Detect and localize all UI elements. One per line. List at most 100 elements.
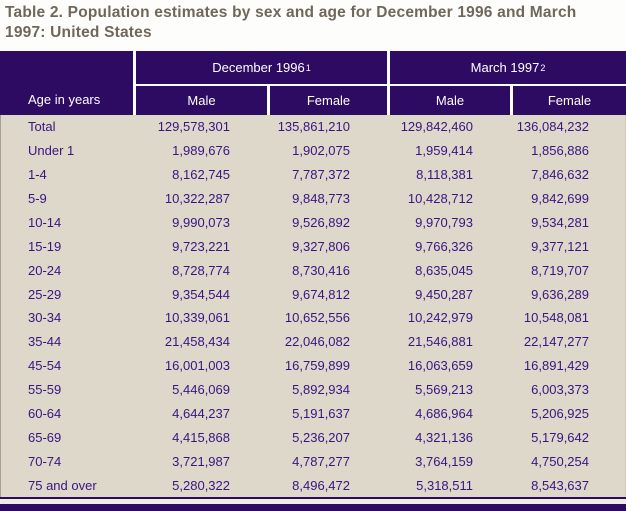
table-row: 70-74 3,721,987 4,787,277 3,764,159 4,750,25… bbox=[1, 449, 625, 473]
cell-value: 22,046,082 bbox=[284, 334, 350, 350]
row-label: 35-44 bbox=[28, 334, 62, 350]
cell-value: 1,856,886 bbox=[531, 143, 589, 159]
cell-value: 3,721,987 bbox=[172, 453, 230, 469]
cell-value: 9,354,544 bbox=[172, 286, 230, 302]
column-header-dec-male: Male bbox=[133, 84, 267, 115]
table-header: Age in years December 1996 1 March 1997 2 … bbox=[0, 51, 626, 115]
row-label: 25-29 bbox=[28, 286, 62, 302]
cell-value: 8,543,637 bbox=[531, 477, 589, 493]
column-header-dec-female: Female bbox=[267, 84, 387, 115]
row-label: Total bbox=[28, 119, 56, 135]
cell-value: 10,652,556 bbox=[284, 310, 350, 326]
table-row: 30-34 10,339,061 10,652,556 10,242,979 10,54… bbox=[1, 306, 625, 330]
cell-value: 7,846,632 bbox=[531, 167, 589, 183]
table-bottom-gap bbox=[0, 499, 626, 504]
table-row: 25-29 9,354,544 9,674,812 9,450,287 9,636,28… bbox=[1, 282, 625, 306]
cell-value: 16,001,003 bbox=[164, 358, 230, 374]
row-label: 45-54 bbox=[28, 358, 62, 374]
cell-value: 9,848,773 bbox=[292, 191, 350, 207]
column-group-march-1997: March 1997 2 bbox=[387, 51, 626, 84]
cell-value: 9,674,812 bbox=[292, 286, 350, 302]
cell-value: 8,728,774 bbox=[172, 262, 230, 278]
table-row: 15-19 9,723,221 9,327,806 9,766,326 9,377,12… bbox=[1, 234, 625, 258]
column-header-mar-male: Male bbox=[387, 84, 510, 115]
table-row: 1-4 8,162,745 7,787,372 8,118,381 7,846,632 bbox=[1, 163, 625, 187]
cell-value: 21,546,881 bbox=[407, 334, 473, 350]
cell-value: 4,415,868 bbox=[172, 429, 230, 445]
cell-value: 5,206,925 bbox=[531, 405, 589, 421]
row-label: 5-9 bbox=[28, 191, 47, 207]
cell-value: 9,450,287 bbox=[415, 286, 473, 302]
cell-value: 5,191,637 bbox=[292, 405, 350, 421]
cell-value: 10,339,061 bbox=[164, 310, 230, 326]
cell-value: 4,321,136 bbox=[415, 429, 473, 445]
row-label: 75 and over bbox=[28, 477, 97, 493]
table-row: Under 1 1,989,676 1,902,075 1,959,414 1,856,… bbox=[1, 139, 625, 163]
cell-value: 1,989,676 bbox=[172, 143, 230, 159]
row-label: Under 1 bbox=[28, 143, 75, 159]
row-label: 60-64 bbox=[28, 405, 62, 421]
cell-value: 22,147,277 bbox=[523, 334, 589, 350]
cell-value: 4,686,964 bbox=[415, 405, 473, 421]
cell-value: 9,377,121 bbox=[531, 238, 589, 254]
cell-value: 9,990,073 bbox=[172, 214, 230, 230]
table-row: 5-9 10,322,287 9,848,773 10,428,712 9,842,69… bbox=[1, 187, 625, 211]
cell-value: 6,003,373 bbox=[531, 382, 589, 398]
cell-value: 1,902,075 bbox=[292, 143, 350, 159]
table-row: 10-14 9,990,073 9,526,892 9,970,793 9,534,28… bbox=[1, 211, 625, 235]
cell-value: 9,723,221 bbox=[172, 238, 230, 254]
row-label: 30-34 bbox=[28, 310, 62, 326]
corner-header-label: Age in years bbox=[28, 92, 101, 107]
cell-value: 8,118,381 bbox=[416, 167, 473, 183]
cell-value: 4,644,237 bbox=[172, 405, 230, 421]
cell-value: 8,719,707 bbox=[531, 262, 589, 278]
cell-value: 9,534,281 bbox=[531, 214, 589, 230]
column-header-mar-female: Female bbox=[510, 84, 626, 115]
column-header-age-in-years: Age in years bbox=[0, 51, 133, 115]
table-bottom-bar bbox=[0, 504, 626, 511]
cell-value: 16,891,429 bbox=[523, 358, 589, 374]
cell-value: 16,063,659 bbox=[407, 358, 473, 374]
cell-value: 1,959,414 bbox=[415, 143, 473, 159]
population-table: Age in years December 1996 1 March 1997 2 … bbox=[0, 51, 626, 511]
row-label: 70-74 bbox=[28, 453, 62, 469]
cell-value: 9,636,289 bbox=[531, 286, 589, 302]
cell-value: 5,892,934 bbox=[292, 382, 350, 398]
cell-value: 21,458,434 bbox=[164, 334, 230, 350]
group-label: March 1997 bbox=[470, 60, 540, 75]
cell-value: 7,787,372 bbox=[292, 167, 350, 183]
cell-value: 5,446,069 bbox=[172, 382, 230, 398]
cell-value: 10,242,979 bbox=[407, 310, 473, 326]
table-row: 35-44 21,458,434 22,046,082 21,546,881 22,14… bbox=[1, 330, 625, 354]
row-label: 20-24 bbox=[28, 262, 62, 278]
cell-value: 5,236,207 bbox=[292, 429, 350, 445]
row-label: 55-59 bbox=[28, 382, 62, 398]
cell-value: 4,750,254 bbox=[531, 453, 589, 469]
table-row: 75 and over 5,280,322 8,496,472 5,318,511 8,… bbox=[1, 473, 625, 497]
table-body: Total 129,578,301 135,861,210 129,842,460 13… bbox=[0, 115, 626, 497]
cell-value: 9,970,793 bbox=[415, 214, 473, 230]
cell-value: 16,759,899 bbox=[284, 358, 350, 374]
group-label: December 1996 bbox=[212, 60, 305, 75]
table-bottom-rule bbox=[0, 497, 626, 499]
cell-value: 10,548,081 bbox=[523, 310, 589, 326]
row-label: 10-14 bbox=[28, 214, 62, 230]
table-row: 65-69 4,415,868 5,236,207 4,321,136 5,179,64… bbox=[1, 425, 625, 449]
cell-value: 9,766,326 bbox=[415, 238, 473, 254]
cell-value: 4,787,277 bbox=[292, 453, 350, 469]
cell-value: 8,635,045 bbox=[415, 262, 473, 278]
column-group-december-1996: December 1996 1 bbox=[133, 51, 387, 84]
cell-value: 136,084,232 bbox=[516, 119, 589, 135]
row-label: 1-4 bbox=[28, 167, 47, 183]
row-label: 15-19 bbox=[28, 238, 62, 254]
cell-value: 10,322,287 bbox=[164, 191, 230, 207]
cell-value: 9,842,699 bbox=[531, 191, 589, 207]
table-row: 60-64 4,644,237 5,191,637 4,686,964 5,206,92… bbox=[1, 402, 625, 426]
table-row: 45-54 16,001,003 16,759,899 16,063,659 16,89… bbox=[1, 354, 625, 378]
cell-value: 8,496,472 bbox=[292, 477, 350, 493]
table-row: 20-24 8,728,774 8,730,416 8,635,045 8,719,70… bbox=[1, 258, 625, 282]
cell-value: 8,162,745 bbox=[172, 167, 230, 183]
cell-value: 5,179,642 bbox=[531, 429, 589, 445]
cell-value: 5,318,511 bbox=[416, 477, 473, 493]
